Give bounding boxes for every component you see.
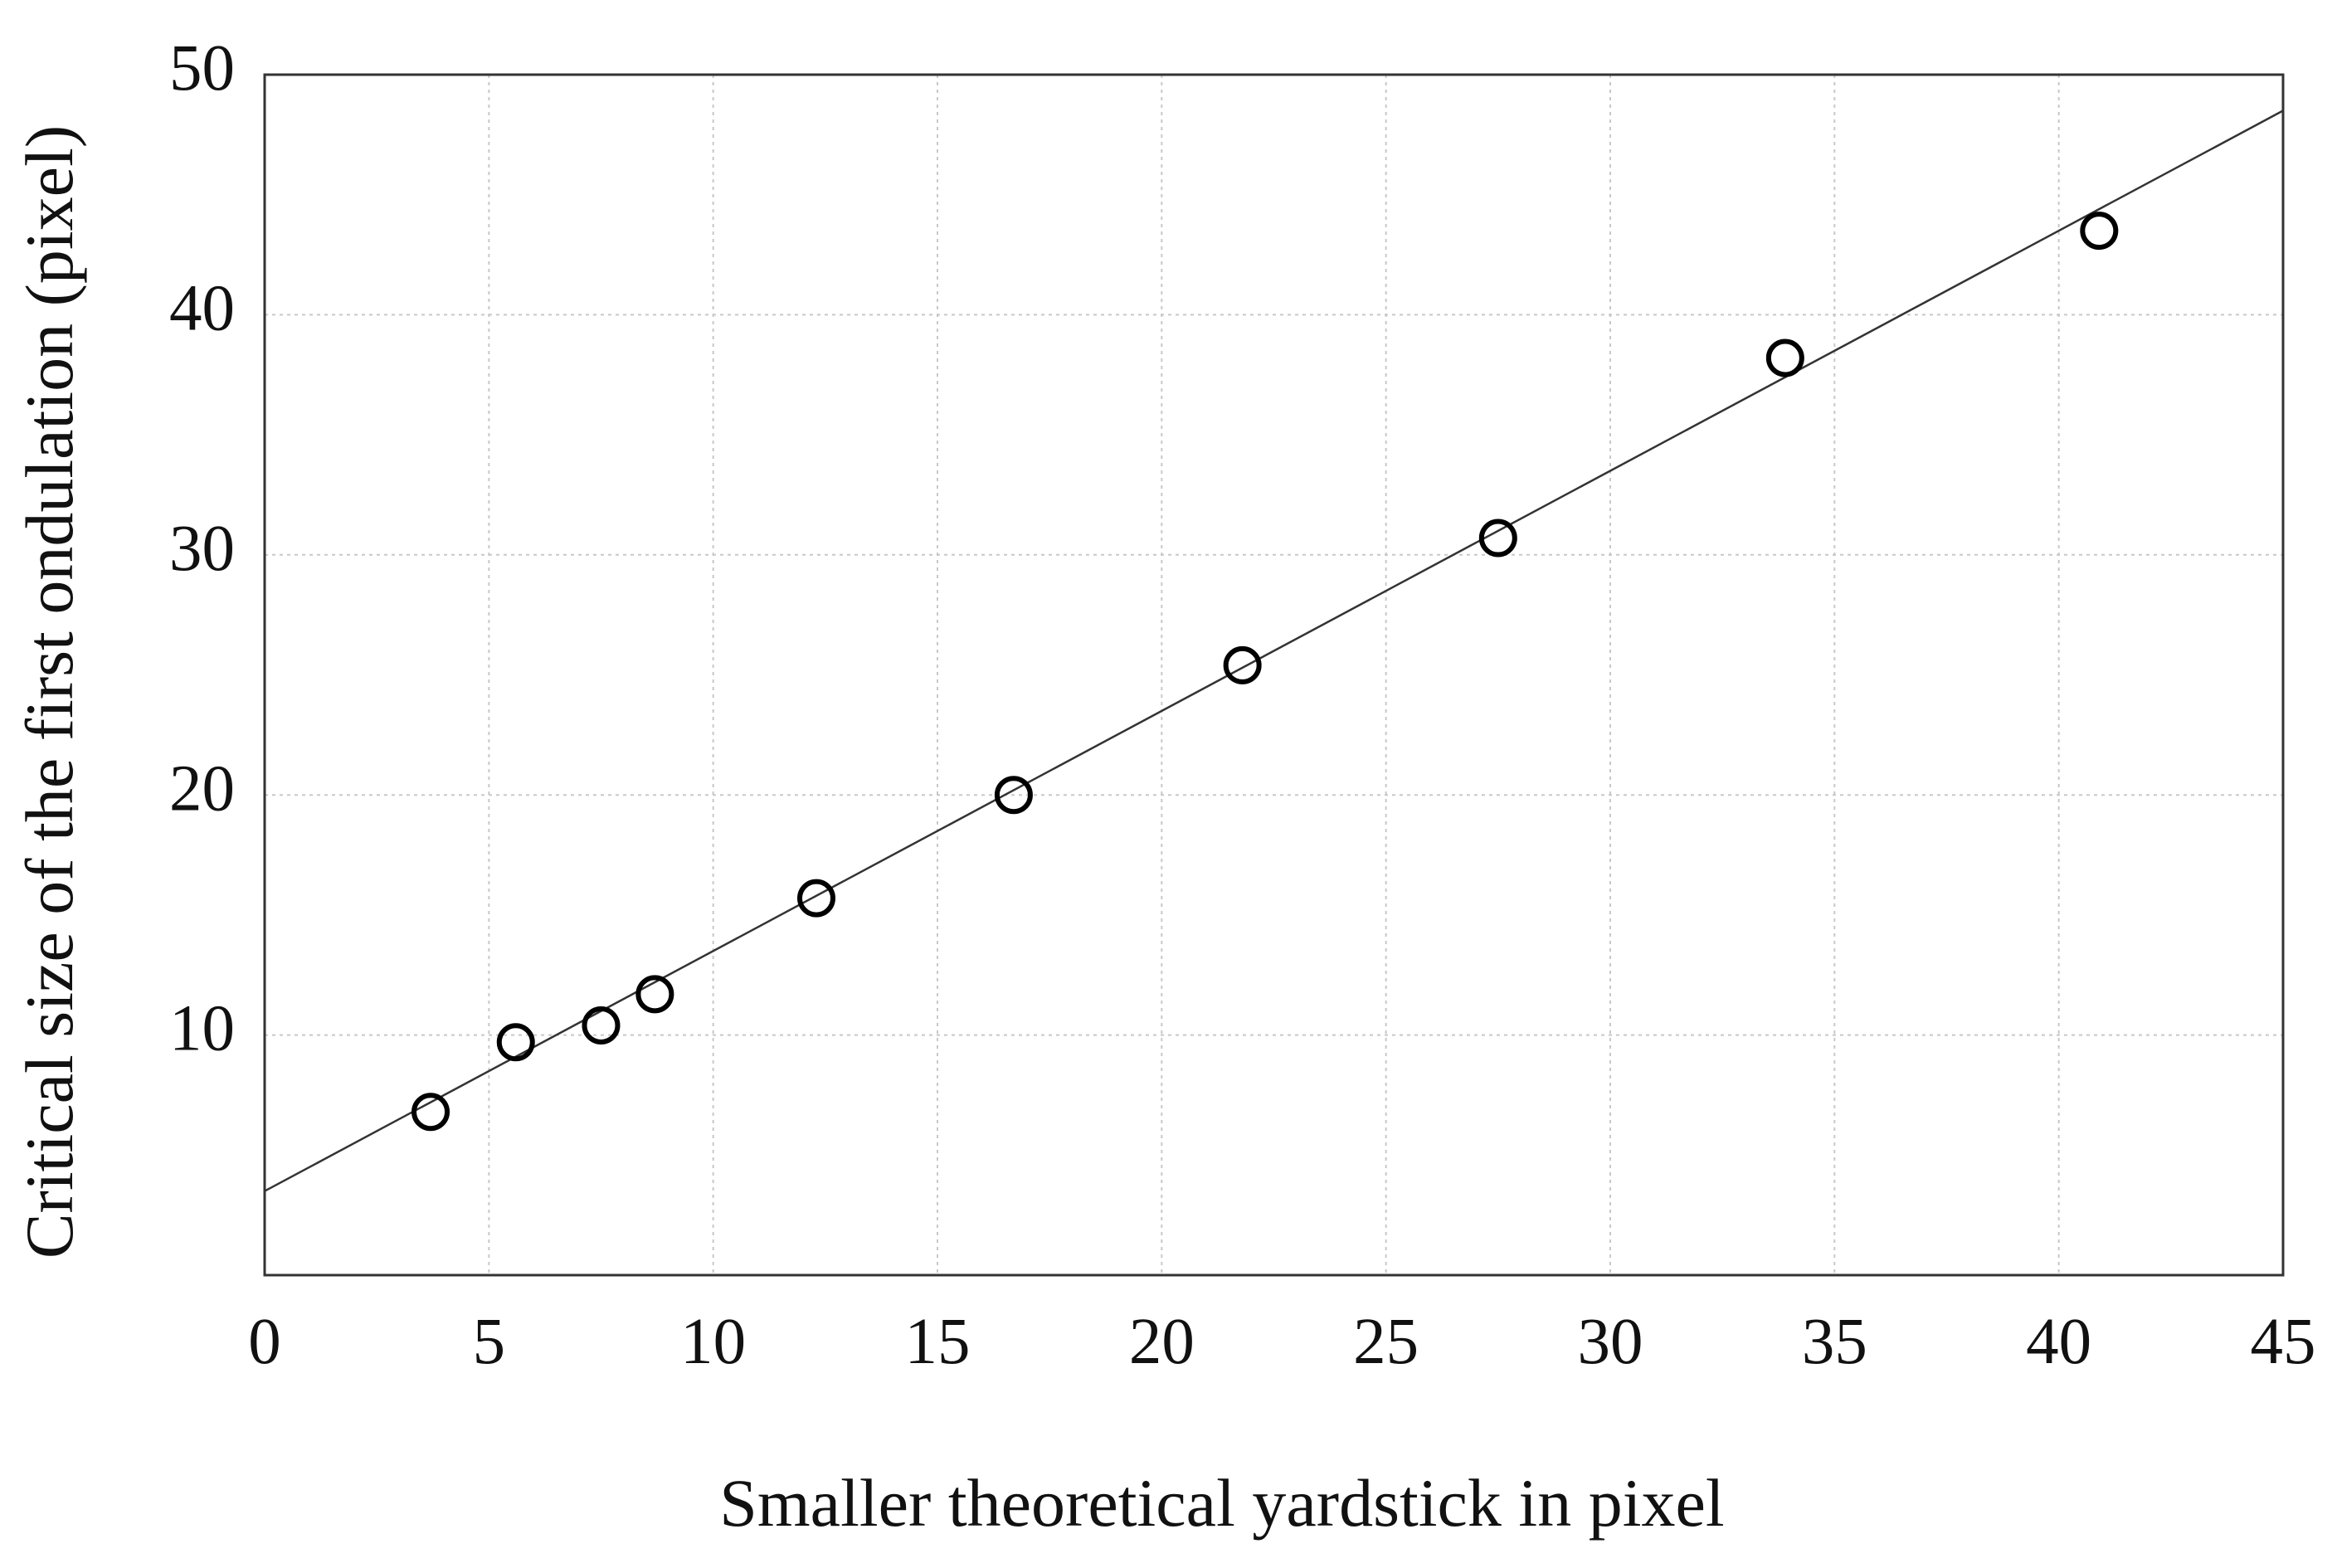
x-tick-label: 20 — [1129, 1306, 1195, 1378]
x-tick-label: 5 — [473, 1306, 506, 1378]
x-tick-label: 45 — [2251, 1306, 2316, 1378]
y-axis-label: Critical size of the first ondulation (p… — [12, 125, 87, 1259]
data-point — [1478, 519, 1517, 558]
x-tick-label: 40 — [2026, 1306, 2091, 1378]
y-tick-label: 20 — [169, 752, 235, 825]
x-tick-label: 0 — [248, 1306, 281, 1378]
fit-line — [264, 110, 2284, 1192]
data-point — [2080, 212, 2119, 251]
data-point — [1765, 338, 1804, 377]
data-point — [496, 1023, 535, 1062]
data-point — [582, 1006, 621, 1045]
data-point — [1223, 645, 1262, 684]
x-tick-label: 10 — [680, 1306, 746, 1378]
x-tick-label: 15 — [905, 1306, 971, 1378]
data-point — [994, 776, 1033, 815]
data-point — [797, 879, 836, 918]
x-tick-label: 30 — [1578, 1306, 1643, 1378]
y-tick-label: 30 — [169, 513, 235, 585]
y-tick-label: 40 — [169, 273, 235, 345]
y-tick-label: 50 — [169, 32, 235, 105]
data-point — [411, 1093, 450, 1132]
x-tick-label: 25 — [1353, 1306, 1419, 1378]
plot-frame — [263, 73, 2285, 1277]
x-tick-label: 35 — [1802, 1306, 1867, 1378]
x-axis-label: Smaller theoretical yardstick in pixel — [719, 1465, 1724, 1541]
y-tick-label: 10 — [169, 993, 235, 1065]
data-point — [635, 975, 674, 1014]
